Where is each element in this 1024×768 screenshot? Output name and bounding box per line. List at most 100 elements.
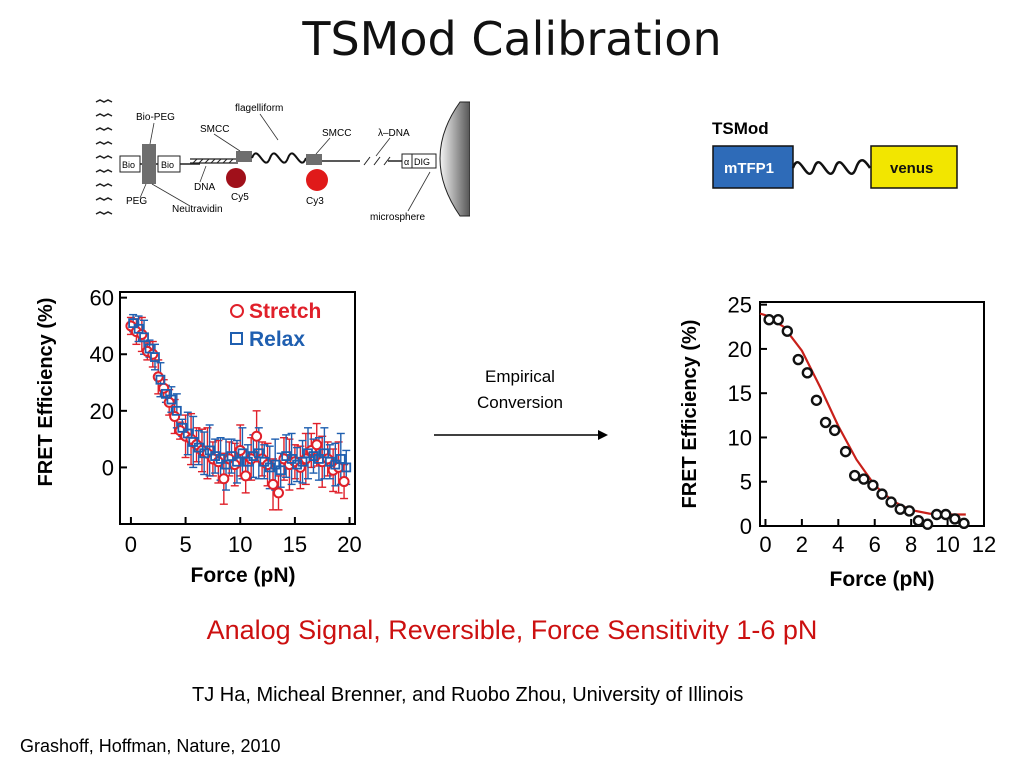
stretch-point	[229, 459, 241, 471]
stretch-point	[234, 444, 246, 456]
relax-point	[204, 445, 215, 456]
data-point	[876, 488, 888, 500]
stretch-point	[152, 371, 164, 383]
x-tick-label: 8	[905, 532, 917, 557]
label-cy5: Cy5	[231, 192, 249, 203]
relax-point	[308, 451, 319, 461]
data-point	[930, 508, 943, 521]
x-tick-label: 12	[972, 532, 996, 557]
y-tick-label: 25	[728, 293, 752, 318]
legend-stretch-label: Stretch	[249, 300, 321, 323]
relax-point	[303, 448, 313, 459]
cy5-dot	[226, 168, 246, 188]
label-bio-2: Bio	[161, 160, 174, 170]
y-tick-label: 20	[728, 337, 752, 362]
relax-point	[264, 462, 275, 473]
data-point	[792, 353, 804, 366]
tsmod-construct-schematic: TSMod mTFP1 venus	[712, 119, 958, 189]
flagelliform-linker	[251, 152, 307, 164]
data-point	[921, 518, 934, 530]
stretch-point	[158, 382, 170, 394]
relax-point	[144, 343, 155, 354]
relax-point	[199, 448, 210, 459]
relax-point	[193, 442, 204, 453]
stretch-point	[311, 439, 323, 451]
data-point	[912, 514, 925, 527]
relax-point	[248, 451, 259, 461]
x-axis-label: Force (pN)	[830, 568, 935, 591]
relax-point	[275, 465, 286, 476]
y-tick-label: 60	[90, 286, 114, 311]
y-axis-label: FRET Efficiency (%)	[679, 320, 701, 509]
y-tick-label: 0	[102, 455, 114, 480]
relax-point	[161, 388, 171, 399]
venus-label: venus	[890, 160, 933, 177]
tether-schematic: Bio Bio α DIG Bio-PEG SMCC flagelliform …	[95, 99, 470, 223]
x-axis-label: Force (pN)	[191, 564, 296, 587]
stretch-point	[240, 470, 252, 482]
stretch-point	[169, 410, 181, 422]
fit-curve	[759, 312, 966, 516]
data-point	[810, 394, 823, 406]
tagline: Analog Signal, Reversible, Force Sensiti…	[206, 615, 818, 645]
data-point	[940, 508, 952, 521]
smcc-block-1	[236, 151, 252, 162]
y-tick-label: 10	[728, 425, 752, 450]
x-tick-label: 0	[759, 532, 771, 557]
legend-relax-label: Relax	[249, 328, 305, 351]
y-tick-label: 15	[728, 381, 752, 406]
relax-point	[259, 456, 270, 467]
neutravidin-block	[142, 144, 156, 184]
y-tick-label: 5	[740, 470, 752, 495]
relax-point	[324, 456, 335, 467]
relax-point	[341, 462, 352, 473]
data-point	[781, 325, 794, 337]
conversion-label-line-2: Conversion	[477, 393, 563, 412]
relax-point	[270, 459, 281, 470]
bio-box-left	[119, 155, 141, 173]
data-point	[828, 424, 841, 437]
relax-point	[177, 422, 188, 433]
relax-point	[253, 448, 264, 459]
authors: TJ Ha, Micheal Brenner, and Ruobo Zhou, …	[192, 684, 744, 706]
relax-point	[133, 323, 144, 334]
surface-lines	[95, 99, 113, 215]
bio-box-right	[157, 155, 181, 173]
mtfp1-box	[712, 145, 794, 189]
data-point	[848, 469, 861, 482]
label-peg: PEG	[126, 196, 147, 207]
relax-point	[335, 454, 346, 464]
relax-point	[319, 448, 330, 459]
tsmod-label: TSMod	[712, 119, 769, 138]
legend-stretch-marker	[230, 304, 244, 318]
microsphere-shape	[439, 101, 470, 217]
relax-point	[128, 318, 139, 329]
slide-title: TSMod Calibration	[302, 12, 722, 66]
label-smcc-2: SMCC	[322, 128, 351, 139]
y-tick-label: 20	[90, 399, 114, 424]
data-point	[839, 445, 852, 458]
data-point	[801, 367, 814, 379]
label-flagelliform: flagelliform	[235, 103, 283, 114]
label-dna: DNA	[194, 182, 215, 193]
label-bio-1: Bio	[122, 160, 135, 170]
relax-point	[226, 451, 237, 461]
plot-frame	[119, 291, 356, 525]
citation: Grashoff, Hoffman, Nature, 2010	[20, 736, 281, 756]
label-lambda-dna: λ–DNA	[378, 128, 410, 139]
relax-point	[281, 451, 292, 461]
label-bio-peg: Bio-PEG	[136, 112, 175, 123]
conversion-arrow	[434, 430, 608, 440]
stretch-point	[163, 396, 175, 408]
stretch-point	[267, 478, 279, 490]
x-tick-label: 2	[796, 532, 808, 557]
venus-box	[870, 145, 958, 189]
label-cy3: Cy3	[306, 196, 324, 207]
label-microsphere: microsphere	[370, 212, 425, 223]
data-point	[867, 479, 879, 491]
stretch-point	[272, 487, 284, 499]
fret-vs-force-chart-stretch-relax: 0 20 40 60 0 5 10 15 20 FRET Efficiency (%) Forc…	[35, 286, 362, 587]
conversion-label-line-1: Empirical	[485, 367, 555, 386]
x-tick-label: 6	[869, 532, 881, 557]
